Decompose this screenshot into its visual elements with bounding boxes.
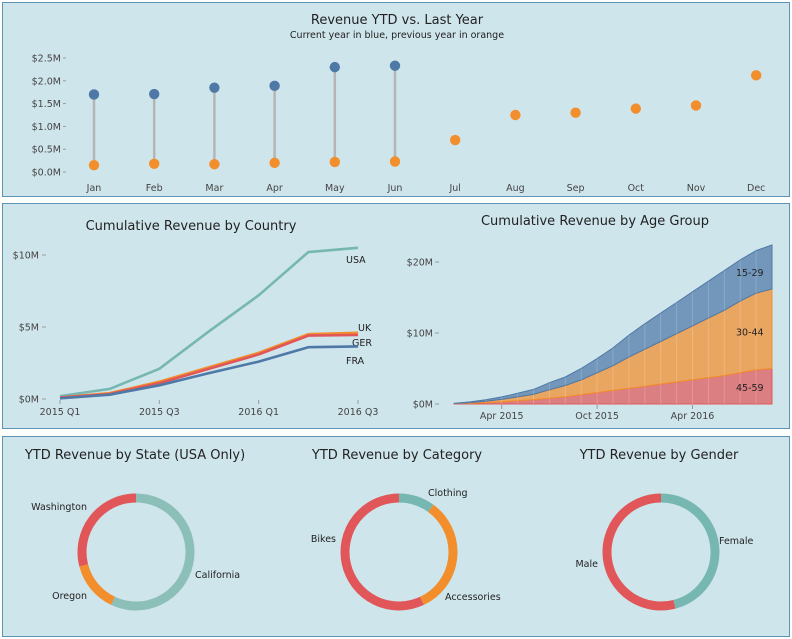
slice-label: Oregon	[52, 591, 87, 602]
x-tick-label: 2015 Q1	[40, 407, 81, 418]
chart-title: Revenue YTD vs. Last Year	[311, 13, 484, 28]
previous-year-point	[690, 100, 702, 111]
previous-year-point	[570, 107, 581, 118]
previous-year-point	[389, 156, 401, 167]
series-line-usa	[59, 246, 359, 398]
x-tick-label: Jan	[86, 183, 102, 194]
series-label: FRA	[346, 356, 365, 367]
x-tick-label: 2015 Q3	[139, 407, 180, 418]
age-plot: $0M $10M $20M Apr 2015 Oct 2015 Apr 2016 45-59…	[407, 244, 773, 422]
slice-label: California	[195, 570, 240, 581]
cumulative-panel: Cumulative Revenue by Country Cumulative…	[2, 203, 790, 429]
donut-slice	[77, 493, 137, 567]
age-chart-title: Cumulative Revenue by Age Group	[481, 214, 709, 229]
revenue-ytd-chart: Revenue YTD vs. Last Year Current year i…	[32, 13, 766, 195]
country-chart-title: Cumulative Revenue by Country	[86, 219, 297, 234]
gender-donut: Female Male	[575, 493, 754, 611]
previous-year-point	[209, 159, 220, 170]
slice-label: Bikes	[311, 534, 336, 545]
slice-label: Accessories	[445, 592, 501, 603]
revenue-ytd-plot: $0.0M $0.5M $1.0M $1.5M $2.0M $2.5M Jan Feb Mar A…	[32, 54, 766, 195]
current-year-point	[149, 88, 160, 100]
previous-year-point	[450, 134, 461, 146]
y-tick-label: $10M	[13, 251, 39, 262]
slice-label: Washington	[31, 502, 87, 513]
current-year-point	[389, 60, 401, 71]
y-tick-label: $2.5M	[32, 54, 61, 65]
y-tick-label: $2.0M	[32, 76, 61, 87]
series-label: 45-59	[736, 383, 764, 394]
series-label: 30-44	[736, 328, 764, 339]
previous-year-point	[88, 159, 100, 171]
previous-year-point	[329, 156, 340, 168]
previous-year-point	[149, 158, 160, 169]
gender-chart-title: YTD Revenue by Gender	[579, 448, 739, 463]
x-tick-label: Nov	[687, 183, 706, 194]
series-label: 15-29	[736, 268, 764, 279]
area-15-29	[453, 244, 773, 404]
x-tick-label: Apr 2016	[671, 411, 715, 422]
x-tick-label: 2016 Q1	[238, 407, 279, 418]
y-tick-label: $5M	[19, 323, 39, 334]
x-tick-label: Feb	[146, 183, 163, 194]
x-tick-label: Apr 2015	[480, 411, 524, 422]
series-label: GER	[352, 338, 372, 349]
cumulative-charts: Cumulative Revenue by Country Cumulative…	[13, 214, 773, 422]
donut-slice	[660, 493, 720, 609]
previous-year-point	[510, 109, 521, 121]
y-tick-label: $20M	[407, 258, 433, 269]
y-tick-label: $1.0M	[32, 122, 61, 133]
current-year-point	[209, 82, 220, 93]
y-tick-label: $0M	[19, 395, 39, 406]
ytd-donut-panel: YTD Revenue by State (USA Only) YTD Reve…	[2, 436, 790, 637]
previous-year-point	[630, 103, 641, 114]
donut-slice	[111, 493, 195, 611]
x-tick-label: Aug	[506, 183, 525, 194]
x-tick-label: Sep	[567, 183, 585, 194]
current-year-point	[329, 61, 340, 73]
state-chart-title: YTD Revenue by State (USA Only)	[24, 448, 245, 463]
previous-year-point	[751, 70, 762, 81]
series-line-uk	[59, 331, 359, 399]
x-tick-label: Jun	[387, 183, 403, 194]
y-tick-label: $1.5M	[32, 99, 61, 110]
x-tick-label: Apr	[266, 183, 283, 194]
revenue-ytd-panel: Revenue YTD vs. Last Year Current year i…	[2, 2, 790, 197]
donut-charts: YTD Revenue by State (USA Only) YTD Reve…	[24, 448, 754, 611]
current-year-point	[269, 80, 280, 92]
chart-subtitle: Current year in blue, previous year in o…	[290, 30, 504, 41]
slice-label: Female	[719, 536, 754, 547]
category-donut: Clothing Accessories Bikes	[311, 488, 501, 611]
current-year-point	[88, 89, 100, 100]
x-tick-label: Jul	[448, 183, 460, 194]
category-chart-title: YTD Revenue by Category	[311, 448, 483, 463]
x-tick-label: Mar	[205, 183, 223, 194]
series-label: UK	[358, 323, 372, 334]
donut-slice	[79, 564, 116, 605]
x-tick-label: Oct 2015	[575, 411, 619, 422]
y-tick-label: $0.5M	[32, 145, 61, 156]
donut-slice	[340, 493, 424, 611]
x-tick-label: Oct	[628, 183, 645, 194]
x-tick-label: Dec	[747, 183, 765, 194]
slice-label: Clothing	[428, 488, 468, 499]
series-line-fra	[59, 345, 359, 400]
y-tick-label: $0.0M	[32, 168, 61, 179]
y-tick-label: $10M	[407, 329, 433, 340]
slice-label: Male	[575, 559, 598, 570]
previous-year-point	[269, 157, 280, 169]
donut-slice	[419, 504, 458, 605]
x-tick-label: 2016 Q3	[338, 407, 379, 418]
country-plot: $0M $5M $10M 2015 Q1 2015 Q3 2016 Q1 2016 Q3 US…	[13, 246, 379, 418]
state-donut: California Oregon Washington	[31, 493, 240, 611]
y-tick-label: $0M	[413, 400, 433, 411]
donut-slice	[602, 493, 676, 611]
series-label: USA	[346, 255, 366, 266]
donut-slice	[398, 493, 434, 513]
x-tick-label: May	[325, 183, 345, 194]
